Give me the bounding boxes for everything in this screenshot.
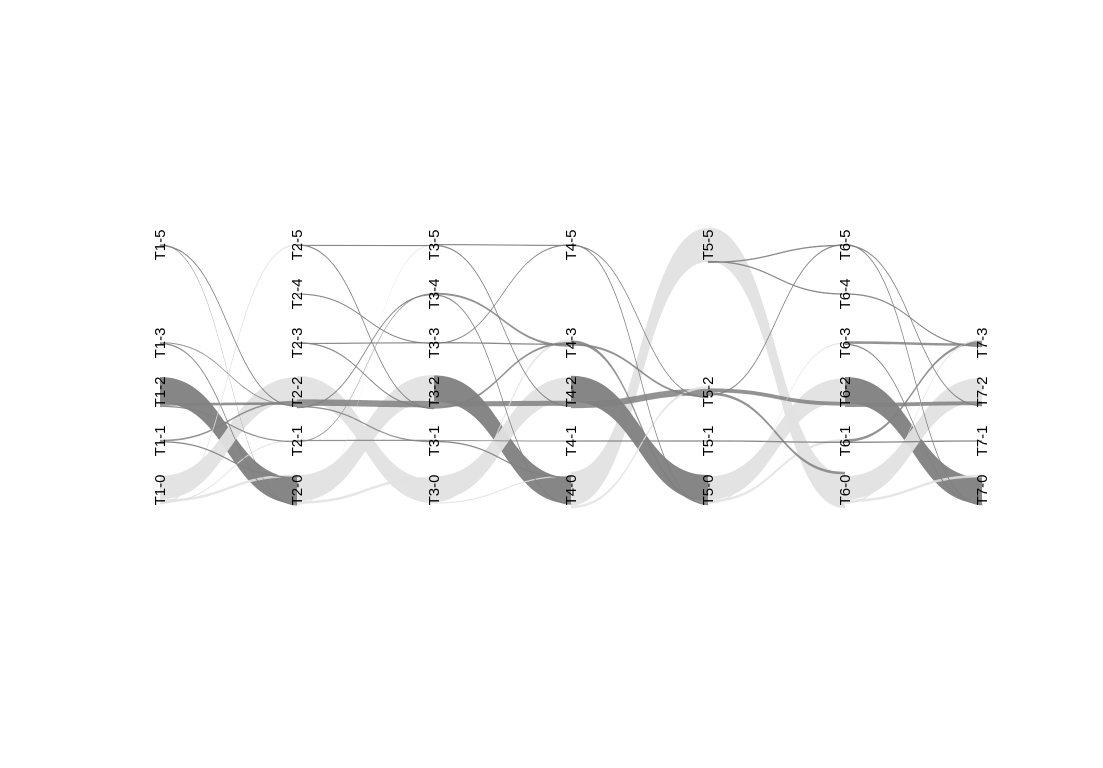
node-label-T3-4: T3-4 [426, 279, 443, 310]
node-label-T4-2: T4-2 [563, 377, 580, 408]
node-label-T4-3: T4-3 [563, 328, 580, 359]
node-label-T6-2: T6-2 [837, 377, 854, 408]
flow-T6-1-to-T7-1 [844, 440, 983, 443]
node-label-T1-1: T1-1 [152, 426, 169, 457]
flow-T3-3-to-T4-3 [433, 342, 572, 345]
flow-T4-3-to-T5-0 [571, 340, 708, 505]
node-label-T3-1: T3-1 [426, 426, 443, 457]
flow-T2-5-to-T3-2 [296, 244, 435, 410]
flow-T4-1-to-T5-1 [570, 440, 709, 442]
flow-T4-5-to-T5-0 [570, 244, 709, 506]
flow-T3-5-to-T4-2 [433, 244, 572, 407]
node-label-T5-5: T5-5 [700, 230, 717, 261]
node-label-T5-1: T5-1 [700, 426, 717, 457]
flow-T5-2-to-T6-0 [708, 392, 845, 475]
flow-T6-5-to-T7-2 [844, 244, 983, 407]
flow-T5-2-to-T6-2 [708, 388, 845, 406]
flow-T4-2-to-T5-2 [571, 388, 708, 409]
node-label-T1-0: T1-0 [152, 475, 169, 506]
node-label-T2-3: T2-3 [289, 328, 306, 359]
node-label-T6-0: T6-0 [837, 475, 854, 506]
node-label-T2-4: T2-4 [289, 279, 306, 310]
flow-T3-4-to-T4-3 [434, 292, 571, 347]
flow-T3-2-to-T4-3 [434, 341, 571, 409]
flow-T5-5-to-T6-0 [708, 227, 845, 509]
flow-T3-2-to-T4-2 [434, 400, 571, 407]
node-label-T5-2: T5-2 [700, 377, 717, 408]
flow-T4-2-to-T5-0 [571, 375, 708, 502]
node-label-T3-2: T3-2 [426, 377, 443, 408]
labels-layer: T1-0 T1-1 T1-2 T1-3 T1-5 T2-0 T2-1 T2-2 T2-3 T2-4… [152, 230, 991, 506]
flow-T1-3-to-T2-0 [159, 342, 298, 505]
node-label-T4-1: T4-1 [563, 426, 580, 457]
flow-T2-0-to-T3-0 [297, 477, 434, 504]
flow-T6-2-to-T7-2 [845, 401, 982, 407]
flow-T1-0-to-T2-2 [160, 377, 297, 500]
flow-T2-3-to-T3-3 [296, 342, 435, 344]
flow-T6-4-to-T7-3 [844, 293, 983, 348]
node-label-T3-0: T3-0 [426, 475, 443, 506]
node-label-T7-0: T7-0 [974, 475, 991, 506]
flow-T6-0-to-T7-3 [845, 339, 982, 504]
flow-T6-3-to-T7-3 [845, 341, 982, 346]
flow-T2-2-to-T3-0 [297, 376, 434, 503]
flows-layer [159, 227, 983, 509]
node-label-T1-2: T1-2 [152, 377, 169, 408]
flow-T6-0-to-T7-0 [845, 474, 982, 503]
node-label-T4-0: T4-0 [563, 475, 580, 506]
flow-T3-0-to-T4-0 [434, 475, 571, 504]
flow-T5-0-to-T6-1 [708, 439, 845, 503]
flow-T6-5-to-T7-0 [844, 243, 983, 506]
flow-T3-3-to-T4-5 [433, 244, 572, 344]
flow-T3-4-to-T4-0 [433, 294, 572, 505]
flow-T3-0-to-T4-3 [434, 339, 571, 503]
flow-T1-2-to-T2-2 [160, 402, 297, 406]
node-label-T7-1: T7-1 [974, 426, 991, 457]
node-label-T2-0: T2-0 [289, 475, 306, 506]
flow-T5-0-to-T6-2 [708, 378, 845, 500]
flow-T1-1-to-T2-0 [159, 441, 298, 479]
flow-T2-0-to-T3-5 [297, 244, 434, 505]
node-label-T7-2: T7-2 [974, 377, 991, 408]
node-label-T2-5: T2-5 [289, 230, 306, 261]
flow-T4-5-to-T5-2 [570, 244, 709, 399]
flow-T1-5-to-T2-2 [159, 244, 298, 407]
flow-T4-0-to-T5-5 [571, 228, 708, 506]
flow-T2-4-to-T3-3 [296, 293, 435, 344]
node-label-T6-4: T6-4 [837, 279, 854, 310]
flow-T3-1-to-T4-1 [434, 440, 571, 442]
node-label-T1-3: T1-3 [152, 328, 169, 359]
node-label-T1-5: T1-5 [152, 230, 169, 261]
flow-T3-0-to-T4-2 [434, 377, 571, 500]
flow-T1-0-to-T2-0 [160, 474, 297, 502]
flow-T3-5-to-T4-5 [433, 244, 572, 246]
node-label-T4-5: T4-5 [563, 230, 580, 261]
flow-T4-3-to-T5-2 [571, 343, 708, 398]
flow-T2-1-to-T3-4 [297, 293, 434, 443]
node-label-T6-5: T6-5 [837, 230, 854, 261]
flow-T1-1-to-T2-2 [160, 400, 297, 442]
flow-T2-1-to-T3-1 [297, 439, 434, 442]
flow-T6-1-to-T7-3 [845, 340, 982, 442]
node-label-T6-3: T6-3 [837, 328, 854, 359]
node-label-T6-1: T6-1 [837, 426, 854, 457]
flow-T6-0-to-T7-2 [845, 377, 982, 500]
node-label-T2-2: T2-2 [289, 377, 306, 408]
flow-T4-0-to-T5-2 [571, 386, 708, 509]
node-label-T2-1: T2-1 [289, 426, 306, 457]
flow-T5-0-to-T6-3 [708, 342, 845, 504]
node-label-T5-0: T5-0 [700, 475, 717, 506]
node-label-T3-5: T3-5 [426, 230, 443, 261]
flow-T2-5-to-T3-5 [296, 244, 435, 247]
node-label-T3-3: T3-3 [426, 328, 443, 359]
node-label-T7-3: T7-3 [974, 328, 991, 359]
flow-T3-1-to-T4-0 [433, 440, 572, 478]
flow-T1-0-to-T2-1 [160, 439, 297, 504]
flow-T1-0-to-T2-5 [159, 244, 298, 505]
flow-T2-2-to-T3-1 [297, 405, 434, 443]
